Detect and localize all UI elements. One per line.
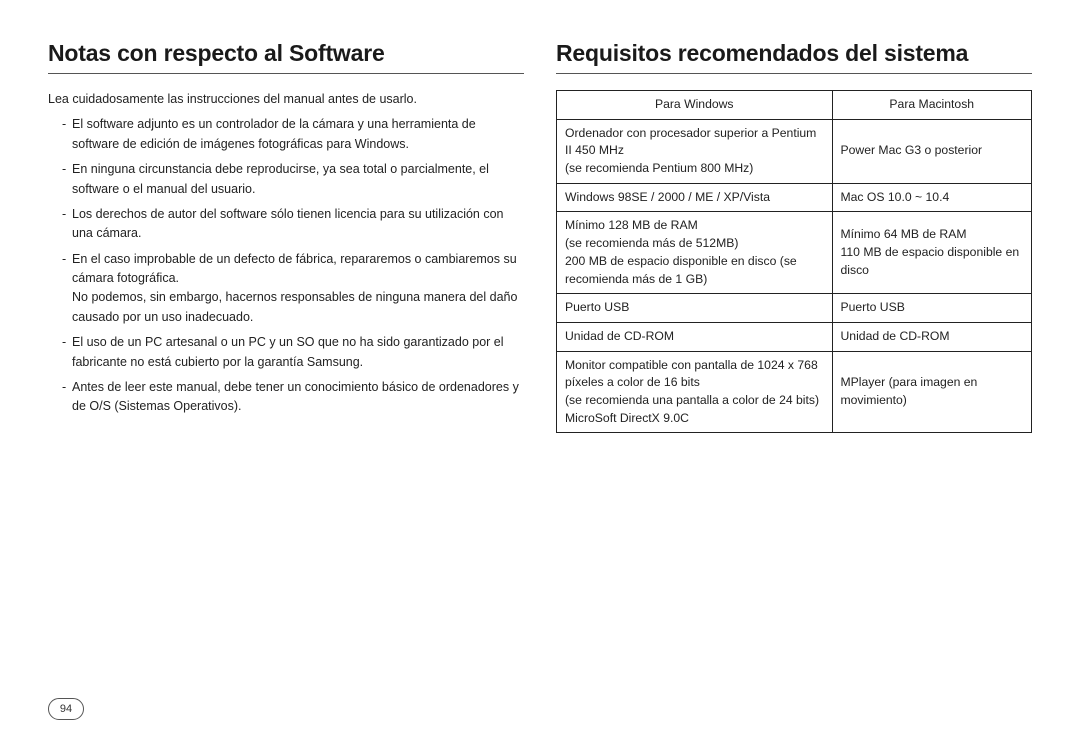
table-row: Mínimo 128 MB de RAM(se recomienda más d… xyxy=(557,212,1032,294)
page-number-badge: 94 xyxy=(48,698,84,720)
cell-windows: Ordenador con procesador superior a Pent… xyxy=(557,119,833,183)
list-item: El software adjunto es un controlador de… xyxy=(62,115,524,154)
cell-windows: Unidad de CD-ROM xyxy=(557,322,833,351)
header-macintosh: Para Macintosh xyxy=(832,91,1032,120)
right-heading: Requisitos recomendados del sistema xyxy=(556,40,1032,74)
list-item: Los derechos de autor del software sólo … xyxy=(62,205,524,244)
cell-windows: Puerto USB xyxy=(557,294,833,323)
left-column: Notas con respecto al Software Lea cuida… xyxy=(48,40,524,433)
cell-mac: Mínimo 64 MB de RAM110 MB de espacio dis… xyxy=(832,212,1032,294)
table-row: Unidad de CD-ROM Unidad de CD-ROM xyxy=(557,322,1032,351)
table-header-row: Para Windows Para Macintosh xyxy=(557,91,1032,120)
cell-mac: Power Mac G3 o posterior xyxy=(832,119,1032,183)
table-row: Monitor compatible con pantalla de 1024 … xyxy=(557,351,1032,433)
cell-mac: Mac OS 10.0 ~ 10.4 xyxy=(832,183,1032,212)
cell-mac: MPlayer (para imagen en movimiento) xyxy=(832,351,1032,433)
list-item: En ninguna circunstancia debe reproducir… xyxy=(62,160,524,199)
list-item: Antes de leer este manual, debe tener un… xyxy=(62,378,524,417)
list-item: En el caso improbable de un defecto de f… xyxy=(62,250,524,328)
header-windows: Para Windows xyxy=(557,91,833,120)
software-notes-list: El software adjunto es un controlador de… xyxy=(48,115,524,416)
cell-windows: Windows 98SE / 2000 / ME / XP/Vista xyxy=(557,183,833,212)
cell-windows: Monitor compatible con pantalla de 1024 … xyxy=(557,351,833,433)
right-column: Requisitos recomendados del sistema Para… xyxy=(556,40,1032,433)
cell-mac: Unidad de CD-ROM xyxy=(832,322,1032,351)
table-row: Puerto USB Puerto USB xyxy=(557,294,1032,323)
left-intro: Lea cuidadosamente las instrucciones del… xyxy=(48,90,524,109)
left-heading: Notas con respecto al Software xyxy=(48,40,524,74)
table-row: Ordenador con procesador superior a Pent… xyxy=(557,119,1032,183)
page-columns: Notas con respecto al Software Lea cuida… xyxy=(48,40,1032,433)
page-number: 94 xyxy=(60,703,72,715)
cell-mac: Puerto USB xyxy=(832,294,1032,323)
cell-windows: Mínimo 128 MB de RAM(se recomienda más d… xyxy=(557,212,833,294)
list-item: El uso de un PC artesanal o un PC y un S… xyxy=(62,333,524,372)
table-row: Windows 98SE / 2000 / ME / XP/Vista Mac … xyxy=(557,183,1032,212)
system-requirements-table: Para Windows Para Macintosh Ordenador co… xyxy=(556,90,1032,433)
